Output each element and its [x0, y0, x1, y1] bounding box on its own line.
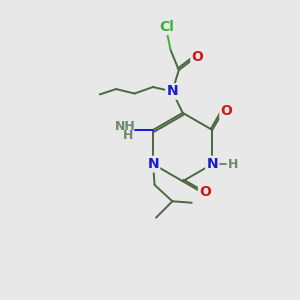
Text: NH: NH	[115, 120, 136, 133]
Text: H: H	[123, 129, 133, 142]
Text: O: O	[199, 185, 211, 199]
Text: H: H	[228, 158, 238, 171]
Text: Cl: Cl	[160, 20, 174, 34]
Text: N: N	[147, 157, 159, 171]
Text: O: O	[192, 50, 203, 64]
Text: N: N	[206, 157, 218, 171]
Text: O: O	[220, 104, 232, 118]
Text: N: N	[167, 84, 178, 98]
